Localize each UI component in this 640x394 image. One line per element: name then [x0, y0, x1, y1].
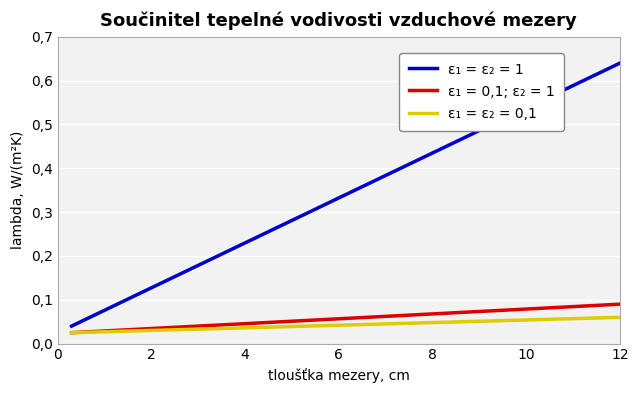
X-axis label: tloušťka mezery, cm: tloušťka mezery, cm: [268, 368, 410, 383]
Y-axis label: lambda, W/(m²K): lambda, W/(m²K): [11, 131, 25, 249]
Legend: ε₁ = ε₂ = 1, ε₁ = 0,1; ε₂ = 1, ε₁ = ε₂ = 0,1: ε₁ = ε₂ = 1, ε₁ = 0,1; ε₂ = 1, ε₁ = ε₂ =…: [399, 53, 564, 131]
Title: Součinitel tepelné vodivosti vzduchové mezery: Součinitel tepelné vodivosti vzduchové m…: [100, 11, 577, 30]
